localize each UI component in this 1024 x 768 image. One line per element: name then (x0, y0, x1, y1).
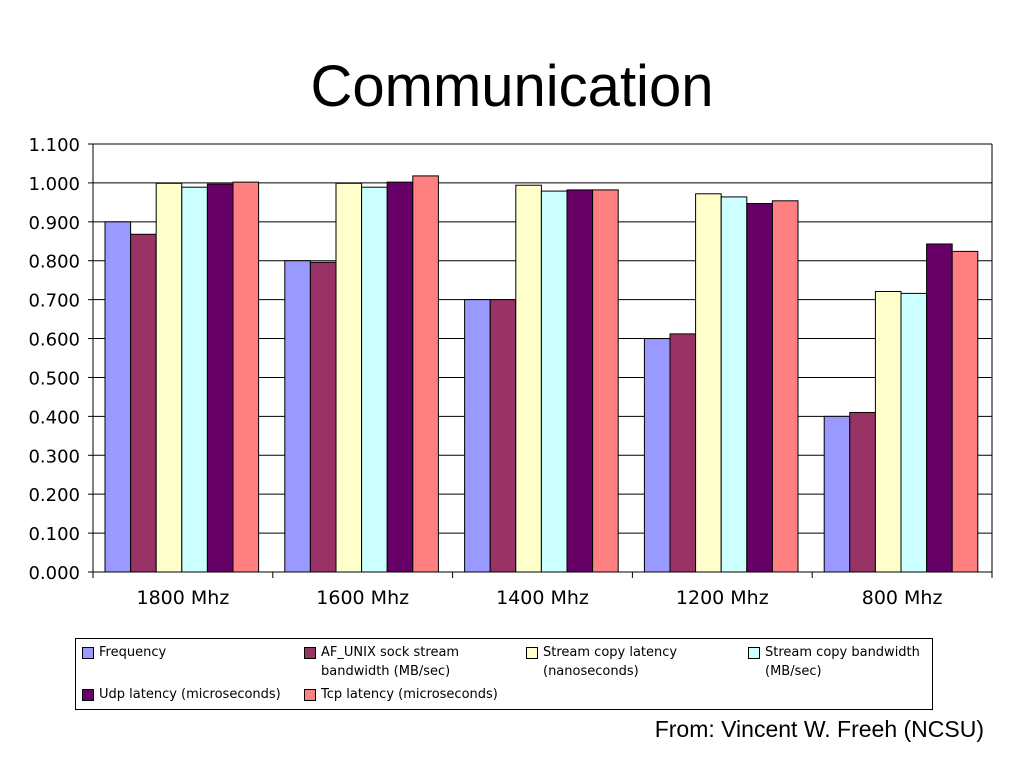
x-tick-label: 1400 Mhz (496, 587, 589, 609)
bar (592, 189, 619, 573)
bar (926, 243, 953, 573)
legend-label-line: (MB/sec) (765, 664, 822, 679)
source-credit: From: Vincent W. Freeh (NCSU) (654, 716, 984, 742)
legend-label-frequency: Frequency (99, 643, 166, 662)
legend-label-line: Frequency (99, 645, 167, 660)
y-tick-label: 0.100 (28, 524, 80, 545)
x-tick-label: 1600 Mhz (316, 587, 409, 609)
bar (130, 233, 157, 573)
bar (489, 299, 517, 573)
legend-label-stream-copy-bandwidth: Stream copy bandwidth (MB/sec) (765, 643, 920, 681)
bar (284, 260, 311, 573)
legend-swatch-stream-copy-latency (526, 647, 538, 659)
bar (181, 186, 208, 573)
bar (849, 411, 876, 573)
y-tick-label: 1.000 (28, 174, 80, 195)
y-tick-label: 0.800 (28, 252, 80, 273)
bar (900, 292, 928, 573)
legend-label-line: Stream copy bandwidth (765, 645, 920, 660)
legend-swatch-stream-copy-bandwidth (748, 647, 760, 659)
y-tick-label: 0.900 (28, 213, 80, 234)
y-tick-label: 0.500 (28, 368, 80, 389)
legend-label-line: Tcp latency (microseconds) (321, 687, 498, 702)
bar (951, 250, 979, 573)
y-tick-label: 0.700 (28, 291, 80, 312)
bar (566, 189, 594, 573)
bar (335, 182, 363, 573)
y-tick-label: 0.000 (28, 563, 80, 584)
bar (361, 186, 388, 573)
bar (746, 203, 773, 573)
bar (232, 181, 260, 573)
x-tick-label: 1800 Mhz (136, 587, 229, 609)
legend-label-line: bandwidth (MB/sec) (321, 664, 451, 679)
bar (643, 338, 671, 573)
legend-swatch-af-unix-bandwidth (304, 647, 316, 659)
legend-label-udp-latency: Udp latency (microseconds) (99, 685, 281, 704)
bar-chart: 0.000 0.100 0.200 0.300 0.400 0.500 0.600 0.700… (28, 135, 993, 609)
y-tick-label: 0.600 (28, 330, 80, 351)
bar (669, 333, 697, 573)
y-tick-label: 0.400 (28, 407, 80, 428)
x-tick-label: 1200 Mhz (676, 587, 769, 609)
legend-label-line: Stream copy latency (543, 645, 678, 660)
y-tick-label: 0.200 (28, 485, 80, 506)
y-tick-label: 0.300 (28, 446, 80, 467)
bar (771, 200, 799, 573)
bar (206, 183, 234, 573)
legend-label-line: AF_UNIX sock stream (321, 645, 460, 660)
slide-title: Communication (310, 54, 714, 119)
legend-label-line: Udp latency (microseconds) (99, 687, 281, 702)
x-tick-label: 800 Mhz (862, 587, 943, 609)
bar (104, 221, 132, 573)
bar (386, 181, 414, 573)
bar (309, 261, 337, 573)
legend-swatch-tcp-latency (304, 689, 316, 701)
bar (515, 184, 542, 573)
legend-label-line: (nanoseconds) (543, 664, 639, 679)
legend-swatch-frequency (82, 647, 94, 659)
legend-swatch-udp-latency (82, 689, 94, 701)
bar (540, 190, 568, 573)
legend-label-tcp-latency: Tcp latency (microseconds) (321, 685, 498, 704)
legend-label-stream-copy-latency: Stream copy latency (nanoseconds) (543, 643, 677, 681)
bar (155, 182, 183, 573)
bar (412, 175, 439, 573)
chart-legend: Frequency AF_UNIX sock stream bandwidth … (75, 638, 933, 710)
bar (720, 196, 748, 573)
y-tick-label: 1.100 (28, 135, 80, 156)
bar (874, 290, 902, 573)
legend-label-af-unix-bandwidth: AF_UNIX sock stream bandwidth (MB/sec) (321, 643, 459, 681)
bar (695, 193, 722, 573)
bar (823, 415, 851, 573)
bar (464, 299, 491, 573)
